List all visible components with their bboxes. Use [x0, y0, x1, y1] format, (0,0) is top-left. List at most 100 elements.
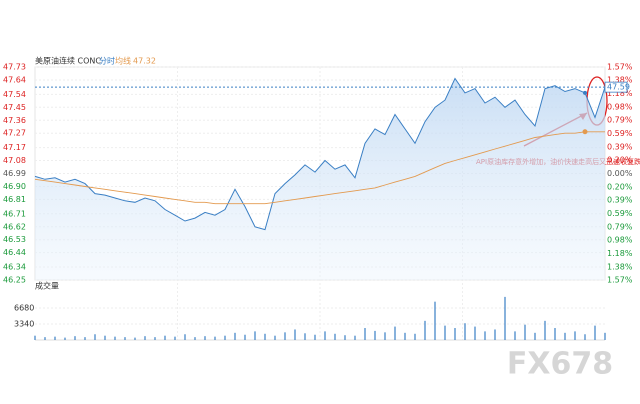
y2-tick-label: 0.79% [607, 115, 633, 124]
y2-tick-label: 0.98% [607, 235, 633, 244]
volume-bar [244, 334, 246, 340]
chart-title: 美原油连续 CONC [35, 56, 101, 66]
volume-bar [334, 333, 336, 340]
volume-bar [264, 333, 266, 340]
volume-bar [434, 301, 436, 340]
y-tick-label: 47.08 [3, 156, 26, 165]
y2-tick-label: 0.98% [607, 103, 633, 112]
y-tick-label: 47.64 [3, 75, 26, 84]
y-tick-label: 46.90 [3, 182, 26, 191]
volume-bar [194, 337, 196, 340]
volume-bar [154, 337, 156, 340]
y2-tick-label: 0.20% [607, 155, 633, 164]
volume-bar [304, 333, 306, 340]
price-dot [583, 90, 587, 95]
volume-bar [294, 329, 296, 340]
y2-tick-label: 0.39% [607, 195, 633, 204]
y-tick-label: 46.71 [3, 209, 26, 218]
volume-bar [544, 320, 546, 340]
volume-bar [114, 336, 116, 340]
volume-bar [394, 326, 396, 340]
y-tick-label: 47.27 [3, 129, 26, 138]
volume-bar [34, 335, 36, 340]
volume-bar [374, 330, 376, 340]
volume-bar [204, 336, 206, 340]
volume-bar [254, 331, 256, 340]
volume-tick-label: 3340 [14, 320, 34, 329]
y2-tick-label: 1.57% [607, 276, 633, 285]
y2-tick-label: 1.18% [607, 249, 633, 258]
y2-tick-label: 0.20% [607, 183, 633, 192]
volume-bar [594, 325, 596, 340]
y-tick-label: 46.53 [3, 235, 26, 244]
volume-title: 成交量 [35, 281, 59, 291]
volume-bar [324, 331, 326, 340]
y2-tick-label: 0.79% [607, 223, 633, 232]
volume-bar [164, 335, 166, 340]
volume-bar [344, 335, 346, 340]
last-price-label: 47.59 [607, 83, 630, 92]
volume-bar [494, 329, 496, 340]
y2-tick-label: 1.18% [607, 89, 633, 98]
volume-bar [174, 336, 176, 340]
series-line [34, 77, 606, 231]
y-tick-label: 47.45 [3, 103, 26, 112]
volume-bar [564, 332, 566, 340]
volume-bar [144, 336, 146, 340]
y2-tick-label: 0.59% [607, 209, 633, 218]
volume-bar [514, 331, 516, 340]
y-tick-label: 47.54 [3, 90, 26, 99]
price-area [35, 78, 605, 280]
volume-bar [224, 335, 226, 340]
volume-bar [354, 335, 356, 340]
y2-tick-label: 1.38% [607, 263, 633, 272]
volume-bar [574, 331, 576, 340]
y-tick-label: 46.44 [3, 248, 26, 257]
volume-bar [474, 326, 476, 340]
volume-bar [484, 331, 486, 340]
volume-bar [314, 334, 316, 340]
y2-tick-label: 0.00% [607, 169, 633, 178]
legend-entry: 分时 [99, 56, 115, 66]
volume-bar [94, 334, 96, 340]
volume-bar [84, 337, 86, 340]
y-tick-label: 46.81 [3, 195, 26, 204]
volume-bar [454, 328, 456, 340]
volume-tick-label: 6680 [14, 304, 34, 313]
volume-bar [104, 335, 106, 340]
volume-bar [364, 328, 366, 340]
volume-bar [64, 337, 66, 340]
y2-tick-label: 1.38% [607, 75, 633, 84]
y-tick-label: 47.36 [3, 116, 26, 125]
volume-bar [414, 333, 416, 340]
watermark: FX678 [507, 347, 613, 382]
volume-bar [524, 324, 526, 340]
y-tick-label: 46.25 [3, 276, 26, 285]
y2-tick-label: 0.39% [607, 143, 633, 152]
volume-bar [234, 332, 236, 340]
average-value: 47.32 [133, 57, 156, 66]
volume-bar [124, 337, 126, 340]
volume-bar [534, 332, 536, 340]
y-tick-label: 46.34 [3, 263, 26, 272]
volume-bar [44, 337, 46, 340]
volume-bar [504, 296, 506, 340]
y2-tick-label: 0.59% [607, 129, 633, 138]
volume-bar [274, 335, 276, 340]
volume-bar [74, 336, 76, 340]
volume-bar [554, 328, 556, 340]
volume-bar [284, 332, 286, 340]
volume-bar [464, 323, 466, 340]
volume-bar [214, 336, 216, 340]
y-tick-label: 46.99 [3, 169, 26, 178]
volume-bar [584, 334, 586, 340]
average-dot [582, 129, 588, 135]
y-tick-label: 47.17 [3, 143, 26, 152]
y-tick-label: 47.73 [3, 63, 26, 72]
volume-bar [134, 337, 136, 340]
series-line [34, 131, 605, 205]
volume-bar [54, 336, 56, 340]
volume-bar [184, 334, 186, 340]
volume-bar [404, 332, 406, 340]
